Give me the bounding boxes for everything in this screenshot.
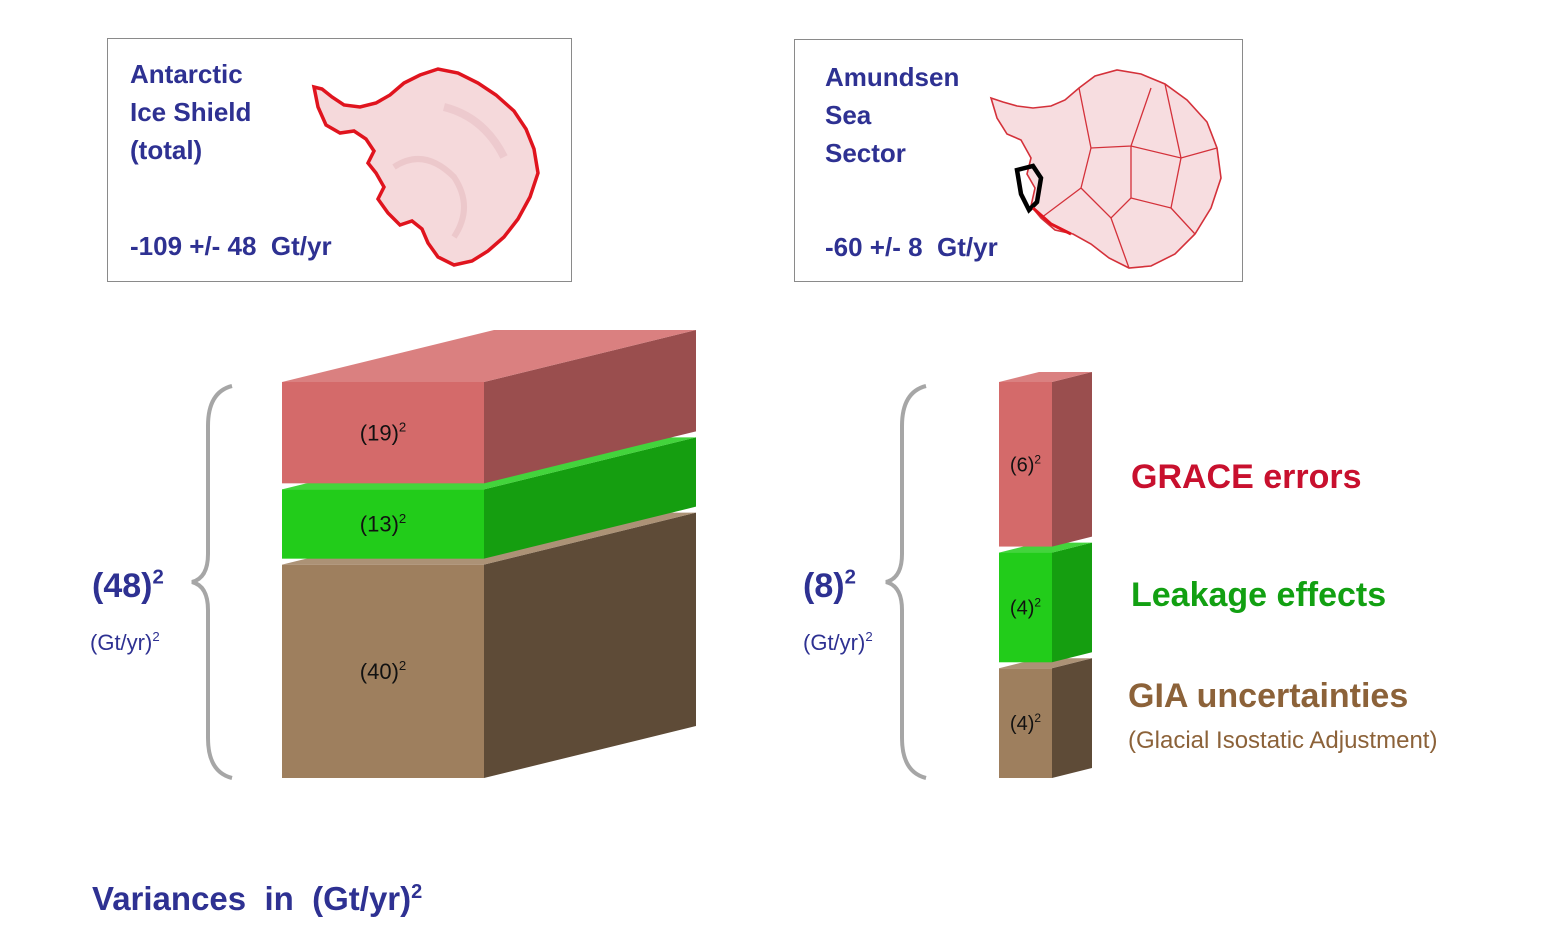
bar-segment-top-gia xyxy=(999,658,1092,669)
antarctic-total-panel: Antarctic Ice Shield (total) -109 +/- 48… xyxy=(107,38,572,282)
bar-segment-top-leakage xyxy=(999,542,1092,553)
total-variance-label: (8)2 xyxy=(803,566,856,605)
legend-gia-uncertainties: GIA uncertainties xyxy=(1128,677,1409,715)
panel-title-line: Ice Shield xyxy=(130,97,252,127)
panel-title-line: Sector xyxy=(825,138,906,168)
footer-caption: Variances in (Gt/yr)2 xyxy=(92,880,422,918)
footer-text: Variances in (Gt/yr) xyxy=(92,880,412,917)
bar-segment-leakage xyxy=(999,552,1052,663)
bar-segment-label-leakage: (13)2 xyxy=(360,511,406,537)
bar-segment-side-grace xyxy=(484,330,696,484)
panel-title-line: (total) xyxy=(130,135,203,165)
curly-brace xyxy=(885,384,927,780)
total-variance-unit: (Gt/yr)2 xyxy=(803,629,873,655)
bar-segment-top-grace xyxy=(282,330,696,382)
bar-segment-leakage xyxy=(282,489,484,559)
panel-title-line: Antarctic xyxy=(130,59,243,89)
panel-title-line: Amundsen xyxy=(825,62,960,92)
total-variance-label: (48)2 xyxy=(92,566,164,605)
bar-segment-side-gia xyxy=(1052,658,1092,778)
bar-segment-label-gia: (4)2 xyxy=(1010,711,1041,735)
antarctica-map-image xyxy=(311,67,540,267)
bar-segment-side-gia xyxy=(484,512,696,778)
bar-segment-side-leakage xyxy=(484,437,696,559)
legend-grace-errors: GRACE errors xyxy=(1131,458,1362,496)
total-variance-unit: (Gt/yr)2 xyxy=(90,629,160,655)
legend-gia-subtitle: (Glacial Isostatic Adjustment) xyxy=(1128,727,1438,754)
bar-segment-grace xyxy=(282,382,484,484)
bar-segment-top-grace xyxy=(999,372,1092,382)
bar-segment-side-leakage xyxy=(1052,542,1092,663)
footer-sup: 2 xyxy=(411,881,423,903)
panel-title: Antarctic Ice Shield (total) xyxy=(130,55,251,169)
bar-segment-label-grace: (6)2 xyxy=(1010,452,1041,476)
bar-segment-label-leakage: (4)2 xyxy=(1010,595,1041,619)
panel-value: -60 +/- 8 Gt/yr xyxy=(825,232,998,262)
amundsen-sector-panel: Amundsen Sea Sector -60 +/- 8 Gt/yr xyxy=(794,39,1243,282)
panel-title-line: Sea xyxy=(825,100,872,130)
curly-brace xyxy=(191,384,233,780)
bar-segment-side-grace xyxy=(1052,372,1092,547)
bar-segment-label-gia: (40)2 xyxy=(360,658,406,684)
legend-leakage-effects: Leakage effects xyxy=(1131,576,1387,614)
bar-segment-grace xyxy=(999,382,1052,547)
bar-segment-label-grace: (19)2 xyxy=(360,420,406,446)
panel-title: Amundsen Sea Sector xyxy=(825,58,959,172)
bar-segment-gia xyxy=(999,668,1052,778)
panel-value: -109 +/- 48 Gt/yr xyxy=(130,231,332,261)
antarctica-sectors-map-image xyxy=(989,69,1222,269)
bar-segment-gia xyxy=(282,564,484,778)
